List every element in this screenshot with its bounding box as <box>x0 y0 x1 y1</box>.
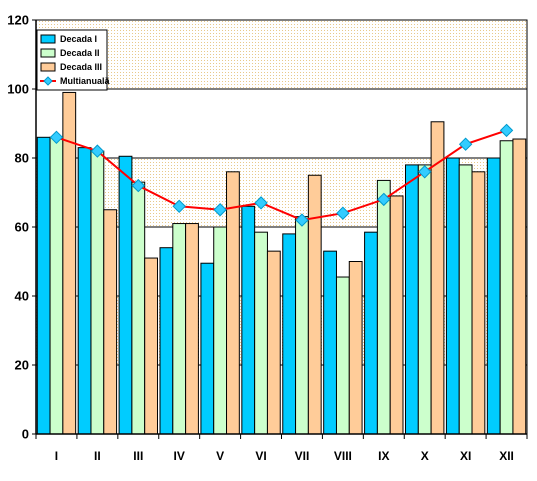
bar-3-XI <box>471 171 486 435</box>
bar-1-II <box>77 147 92 435</box>
plot-band <box>36 227 527 296</box>
bar-3-V <box>226 171 240 435</box>
bar-1-XI <box>445 157 460 435</box>
bar-2-IV <box>172 223 187 435</box>
x-tick-label: I <box>55 449 58 463</box>
y-tick-label: 100 <box>7 82 29 97</box>
axes <box>32 19 528 439</box>
average-point-I <box>49 130 64 145</box>
legend-label-4: Multianuală <box>60 76 110 86</box>
bar-3-VII <box>307 174 322 435</box>
bar-1-V <box>200 262 215 435</box>
x-tick-label: X <box>421 449 429 463</box>
legend-marker-swatch <box>43 76 53 86</box>
bars-group <box>36 91 527 435</box>
bar-1-IX <box>364 231 378 435</box>
legend-label-3: Decada III <box>60 62 102 72</box>
bar-3-XII <box>512 138 527 435</box>
legend-swatch-1 <box>40 34 56 44</box>
average-point-VI <box>254 196 268 210</box>
bar-2-X <box>417 164 432 435</box>
bar-2-IX <box>376 179 391 435</box>
bar-3-II <box>103 209 118 435</box>
bar-2-VII <box>295 216 309 435</box>
bar-2-VIII <box>335 276 350 435</box>
bar-3-X <box>430 121 445 435</box>
average-point-XII <box>499 123 514 138</box>
x-axis-tick-labels: I II III IV V VI VII VIII IX X XI XII <box>55 449 514 463</box>
legend: Decada I Decada II Decada III Multianuală <box>36 29 110 91</box>
legend-label-1: Decada I <box>60 34 97 44</box>
average-point-X <box>418 165 432 179</box>
bar-2-XI <box>458 164 473 435</box>
bar-2-XII <box>499 140 514 435</box>
plot-band <box>36 296 527 365</box>
average-point-VII <box>295 213 309 227</box>
plot-band <box>36 89 527 158</box>
y-tick-label: 80 <box>15 151 29 166</box>
average-line-group <box>49 123 514 227</box>
bar-1-X <box>405 164 419 435</box>
average-point-IX <box>377 192 391 207</box>
y-tick-label: 120 <box>7 13 29 28</box>
x-tick-label: V <box>216 449 224 463</box>
x-tick-label: II <box>94 449 101 463</box>
bar-1-XII <box>486 157 501 435</box>
average-line <box>56 129 507 222</box>
plot-band <box>36 20 527 89</box>
legend-swatch-2 <box>40 48 56 58</box>
x-tick-label: XI <box>460 449 471 463</box>
bar-3-III <box>144 257 158 435</box>
bar-1-VII <box>282 233 297 435</box>
legend-label-2: Decada II <box>60 48 100 58</box>
x-tick-label: VI <box>255 449 266 463</box>
bar-2-VI <box>254 231 268 435</box>
bar-3-VI <box>266 250 281 435</box>
plot-area <box>36 20 527 434</box>
y-tick-label: 0 <box>22 427 29 442</box>
x-tick-label: XII <box>499 449 514 463</box>
bar-2-III <box>131 181 146 435</box>
average-point-V <box>213 203 227 217</box>
bar-1-VIII <box>323 250 337 435</box>
bar-2-II <box>90 150 105 435</box>
average-point-VIII <box>336 206 350 220</box>
legend-swatch-3 <box>40 62 56 72</box>
bar-2-V <box>213 226 228 435</box>
bar-3-VIII <box>348 261 363 435</box>
y-axis-tick-labels: 0 20 40 60 80 100 120 <box>7 13 29 442</box>
bar-2-I <box>49 136 64 435</box>
bar-3-IX <box>389 195 404 435</box>
bar-3-IV <box>185 223 199 435</box>
y-tick-label: 60 <box>15 220 29 235</box>
x-tick-label: VIII <box>334 449 352 463</box>
y-tick-label: 40 <box>15 289 29 304</box>
x-tick-label: VII <box>295 449 310 463</box>
x-tick-label: III <box>133 449 143 463</box>
average-point-III <box>131 178 145 193</box>
x-tick-label: IX <box>378 449 389 463</box>
average-point-II <box>90 144 105 158</box>
bar-1-IV <box>159 247 174 435</box>
y-tick-label: 20 <box>15 358 29 373</box>
bar-1-I <box>36 136 51 435</box>
average-point-IV <box>172 199 186 214</box>
x-tick-label: IV <box>174 449 185 463</box>
bar-1-III <box>118 155 133 435</box>
bar-1-VI <box>241 205 256 435</box>
average-point-XI <box>458 137 473 151</box>
plot-band <box>36 365 527 434</box>
